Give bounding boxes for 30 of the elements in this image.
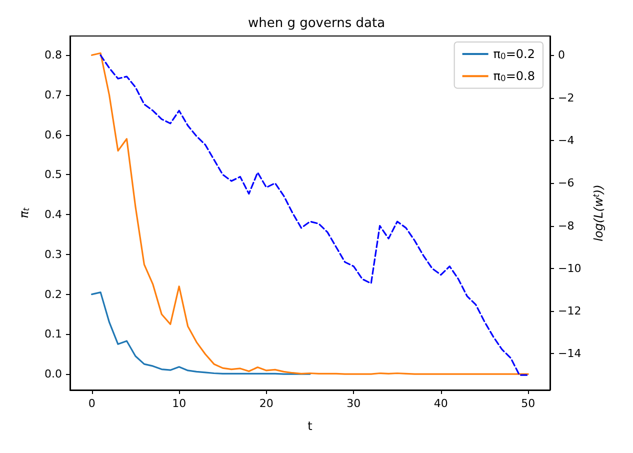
x-tick-label: 0 — [88, 397, 96, 410]
y-tick-label: 0.5 — [44, 168, 62, 182]
y-tick-label: 0.0 — [44, 368, 62, 381]
chart-title: when g governs data — [248, 16, 386, 31]
y2-tick-label: −8 — [558, 219, 574, 232]
y2-tick-label: −10 — [558, 262, 582, 275]
line-series — [91, 292, 311, 375]
x-tick-label: 30 — [346, 397, 361, 410]
y2-tick-label: 0 — [558, 48, 565, 62]
y-tick-label: 0.4 — [44, 208, 62, 222]
y2-tick-label: −6 — [558, 176, 574, 190]
x-tick-label: 40 — [434, 397, 448, 410]
x-tick-label: 20 — [259, 397, 274, 410]
y-tick-label: 0.1 — [44, 328, 62, 341]
x-tick-label: 10 — [172, 397, 186, 410]
y-axis-title: πt — [16, 207, 31, 218]
y2-tick-label: −2 — [558, 91, 574, 104]
legend-label: π0=0.8 — [493, 69, 535, 84]
y-tick-label: 0.7 — [44, 88, 62, 102]
y2-tick-label: −4 — [558, 134, 574, 147]
x-tick-label: 50 — [521, 397, 536, 410]
y2-tick-label: −14 — [558, 347, 582, 360]
y-tick-label: 0.3 — [44, 248, 62, 261]
legend-label: π0=0.2 — [493, 47, 535, 62]
y-tick-label: 0.2 — [44, 288, 62, 301]
y2-axis-title: log(L(wt)) — [591, 184, 606, 242]
x-axis-title: t — [308, 419, 313, 433]
y2-tick-label: −12 — [558, 304, 582, 318]
y-tick-label: 0.8 — [44, 48, 62, 62]
y-tick-label: 0.6 — [44, 128, 62, 142]
